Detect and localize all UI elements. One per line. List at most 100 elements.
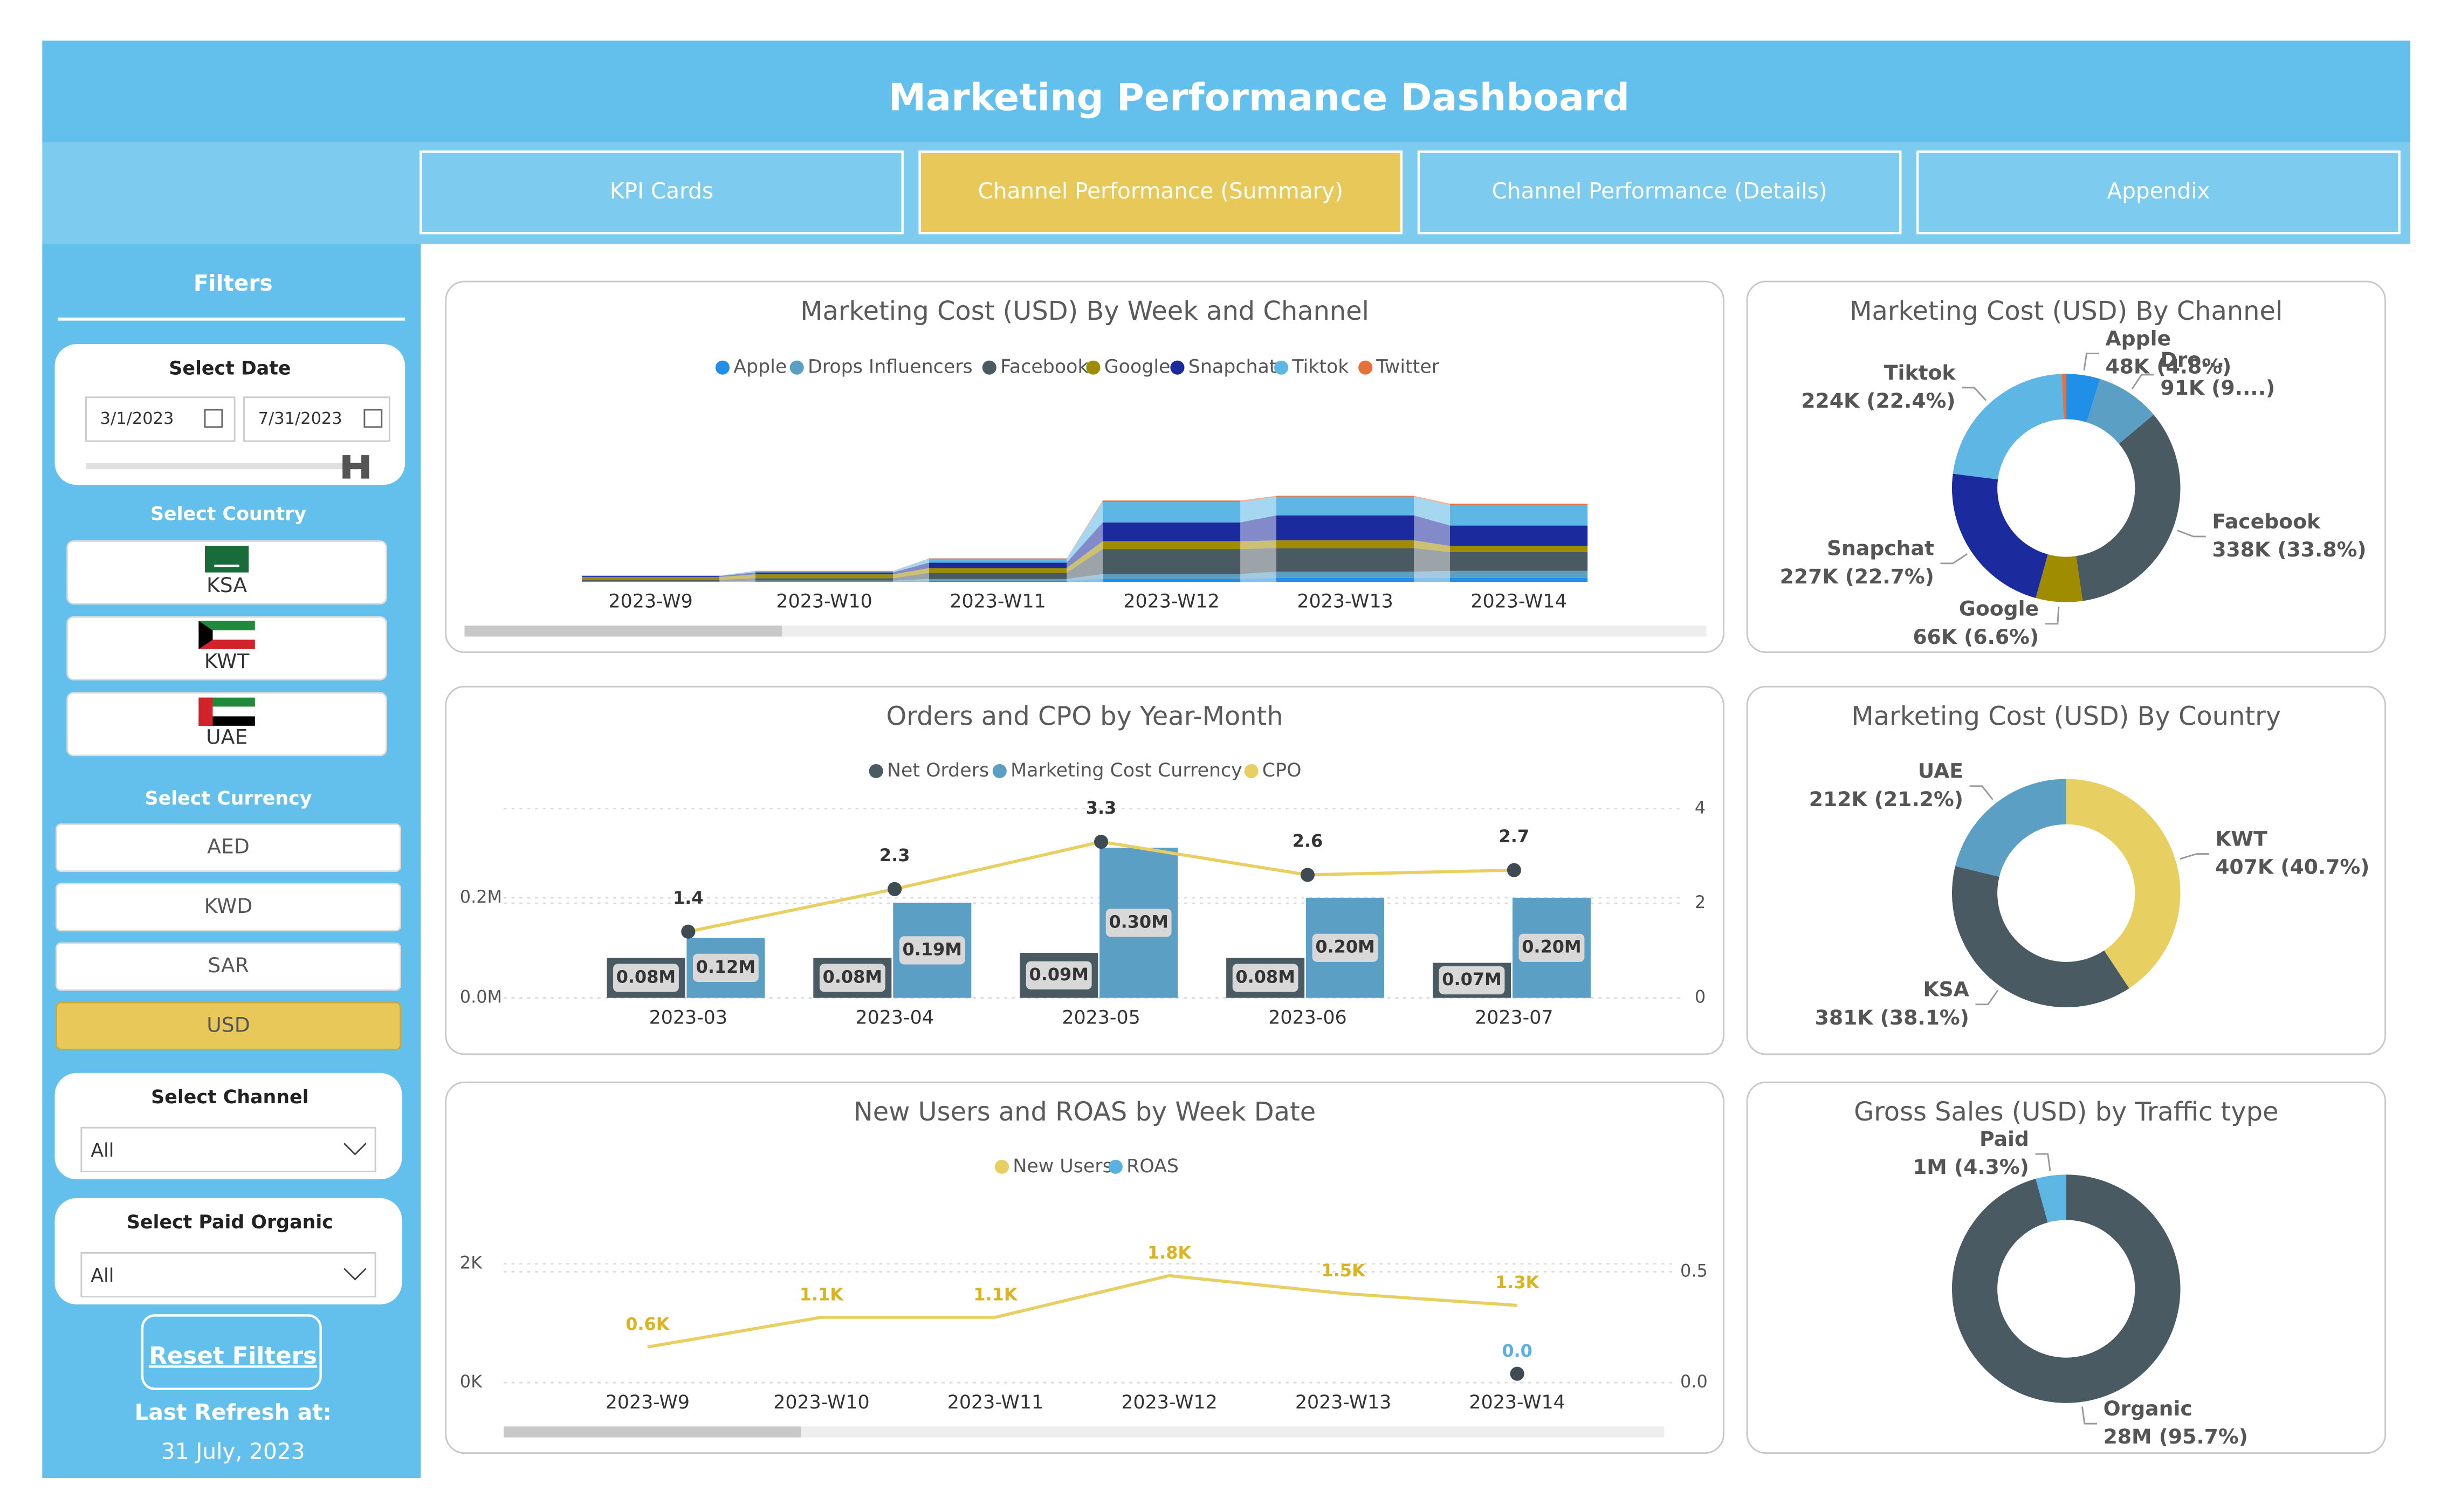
ribbon-segment [582, 581, 720, 582]
marker [1510, 1366, 1524, 1381]
paid-organic-dropdown[interactable] [80, 1252, 376, 1298]
donut-label: Facebook 338K (33.8%) [2212, 509, 2366, 561]
ribbon-segment [1276, 540, 1414, 548]
ribbon-segment [1449, 546, 1588, 552]
flag-ksa [204, 546, 249, 573]
donut-segment [2036, 554, 2083, 602]
legend-label: Net Orders [887, 760, 989, 781]
nav-tab[interactable] [918, 150, 1403, 235]
ribbon [1067, 541, 1103, 573]
ribbon-segment [755, 571, 893, 573]
leader-line [1940, 553, 1968, 565]
chart-title: New Users and ROAS by Week Date [854, 1097, 1316, 1127]
donut-label-name: Apple [2105, 326, 2171, 350]
donut-segment [2066, 374, 2100, 423]
nav-tab[interactable] [1417, 150, 1902, 235]
donut-label-name: Snapchat [1827, 536, 1934, 560]
ribbon [719, 571, 756, 576]
legend-swatch [982, 360, 996, 375]
donut-label-value: 91K (9....) [2160, 376, 2275, 400]
y2-tick-label: 0 [1695, 987, 1706, 1007]
ribbon-segment [582, 581, 720, 582]
country-label: Select Country [150, 503, 306, 525]
ribbon [719, 580, 756, 582]
ribbon-segment [929, 579, 1067, 581]
ribbon-segment [1276, 578, 1414, 582]
leader-line [1969, 785, 1994, 800]
chart-title: Marketing Cost (USD) By Channel [1850, 297, 2283, 326]
x-tick-label: 2023-07 [1475, 1007, 1553, 1028]
ribbon-segment [755, 581, 893, 582]
data-label: 0.08M [1235, 966, 1295, 987]
ribbon-segment [1102, 522, 1241, 541]
ribbon-segment [1276, 515, 1414, 541]
chart-panel [1746, 685, 2386, 1055]
leader-line [2131, 374, 2154, 390]
chart-title: Marketing Cost (USD) By Week and Channel [800, 297, 1369, 326]
legend-label: Apple [733, 356, 787, 378]
country-button[interactable] [66, 540, 387, 605]
currency-button[interactable] [55, 942, 402, 991]
country-name: UAE [206, 725, 248, 749]
ribbon [719, 572, 756, 578]
ribbon [1240, 548, 1276, 574]
ribbon-segment [755, 571, 893, 572]
donut-label-name: Tiktok [1884, 360, 1956, 384]
chevron [343, 1143, 367, 1156]
donut-segment [1953, 374, 2064, 479]
legend-label: Tiktok [1291, 356, 1349, 378]
legend-label: Twitter [1376, 356, 1439, 378]
date-label: Select Date [169, 358, 291, 380]
ribbon-segment [755, 572, 893, 575]
scrollbar-thumb[interactable] [504, 1426, 801, 1438]
donut-label-name: KWT [2215, 827, 2267, 850]
donut-label-name: Paid [1980, 1126, 2029, 1150]
date-start-input[interactable] [85, 396, 236, 442]
x-tick-label: 2023-W10 [773, 1392, 869, 1413]
reset-label: Reset Filters [149, 1343, 317, 1370]
ribbon-segment [1102, 549, 1241, 574]
donut-label-name: Google [1959, 596, 2039, 620]
channel-dropdown[interactable] [80, 1126, 376, 1172]
legend-swatch [869, 764, 883, 779]
currency-button[interactable] [55, 1001, 402, 1050]
x-tick-label: 2023-W11 [947, 1392, 1043, 1413]
data-label: 3.3 [1086, 798, 1117, 818]
nav-tab-label: Channel Performance (Summary) [978, 178, 1343, 204]
refresh-date: 31 July, 2023 [161, 1439, 305, 1465]
data-label-box [692, 953, 759, 982]
nav-tab[interactable] [420, 150, 904, 235]
ribbon-segment [929, 559, 1067, 563]
chart-panel [1746, 1081, 2386, 1454]
donut-segment [2076, 414, 2181, 601]
y-tick-label: 2K [460, 1253, 483, 1273]
data-label: 0.20M [1522, 937, 1581, 957]
x-tick-label: 2023-06 [1268, 1007, 1346, 1028]
reset-button[interactable] [141, 1314, 322, 1390]
leader-line [2177, 530, 2206, 538]
data-label: 1.1K [800, 1284, 844, 1304]
legend-label: Google [1104, 356, 1171, 378]
data-label: 1.3K [1495, 1272, 1539, 1293]
currency-button[interactable] [55, 883, 402, 932]
paid-organic-value: All [91, 1265, 114, 1287]
leader-line [1962, 387, 1987, 401]
y2-tick-label: 0.0 [1680, 1371, 1708, 1392]
channel-value: All [91, 1140, 114, 1162]
donut-label: Dro... 91K (9....) [2160, 347, 2275, 399]
x-tick-label: 2023-W13 [1297, 591, 1393, 613]
ribbon-segment [1276, 572, 1414, 578]
donut-label-name: KSA [1923, 977, 1969, 1001]
data-label: 0.20M [1315, 937, 1374, 957]
nav-tab[interactable] [1916, 150, 2401, 235]
ribbon [1067, 574, 1103, 581]
ribbon-segment [582, 576, 720, 578]
legend-swatch [1244, 764, 1259, 779]
currency-button[interactable] [55, 823, 402, 872]
data-label-box [1026, 961, 1092, 989]
scrollbar-thumb[interactable] [464, 626, 782, 637]
nav-tab-label: Channel Performance (Details) [1492, 178, 1827, 204]
ribbon [1240, 572, 1276, 579]
legend-swatch [1086, 360, 1101, 375]
